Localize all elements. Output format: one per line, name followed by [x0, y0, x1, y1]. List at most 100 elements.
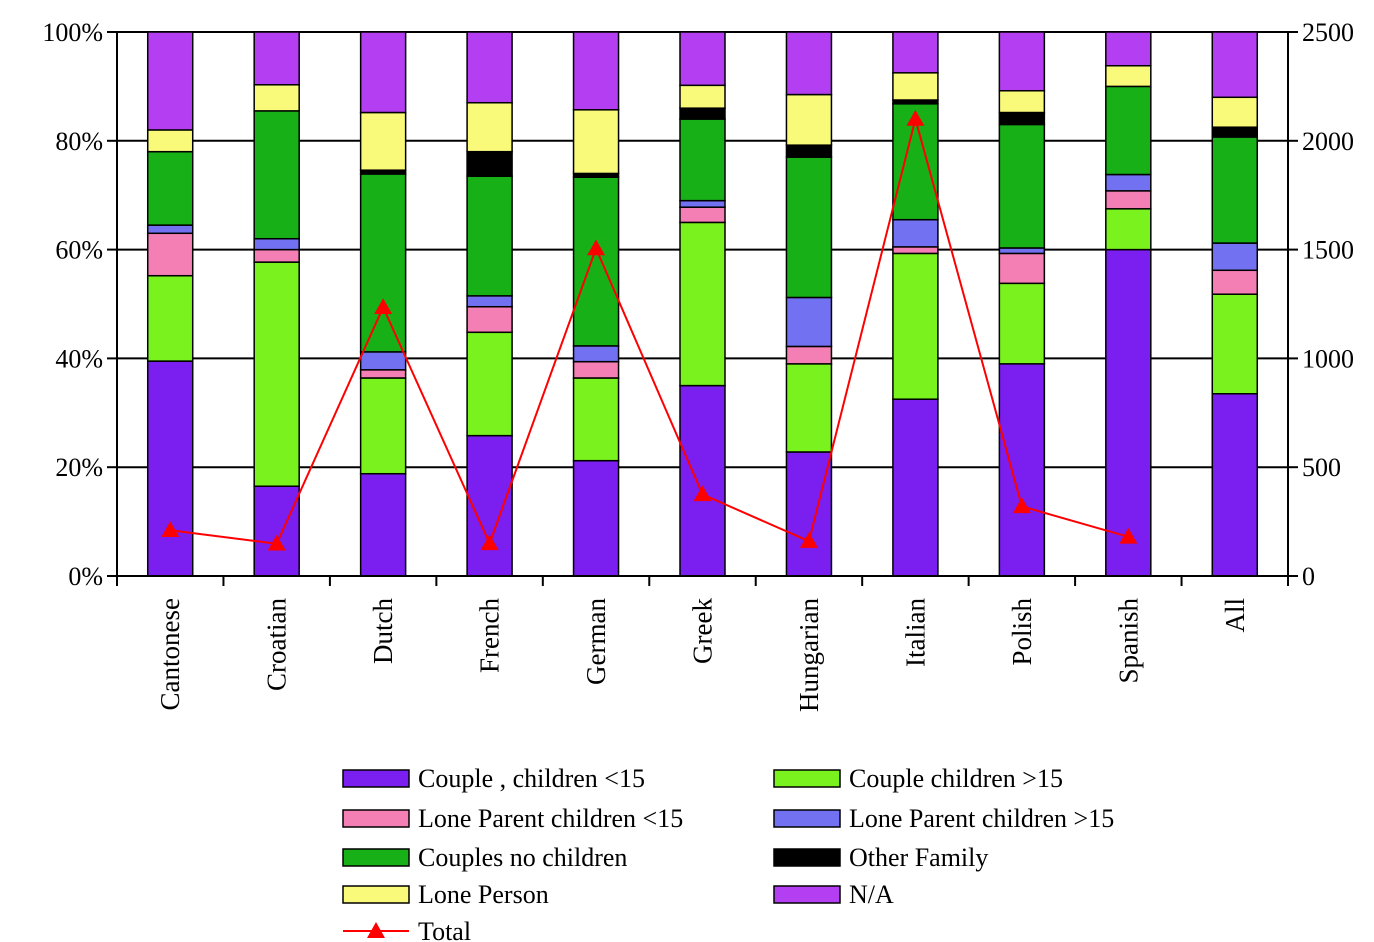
bar-segment-hungarian-n-a: [785, 31, 833, 96]
bar-segment-spanish-lone-parent-children-15: [1105, 173, 1152, 192]
bar-segment-all-lone-parent-children-15: [1211, 269, 1259, 295]
bar-segment-cantonese-lone-person: [146, 129, 194, 153]
bar-segment-all-other-family: [1211, 126, 1259, 138]
bar-segment-german-lone-parent-children-15: [572, 360, 620, 379]
bar-segment-croatian-lone-parent-children-15: [253, 237, 300, 251]
bar-segment-french-lone-parent-children-15: [466, 295, 513, 308]
y-tick-label-right: 500: [1302, 453, 1341, 482]
bar-segment-greek-n-a: [679, 31, 726, 87]
x-tick-label-hungarian: Hungarian: [794, 598, 824, 712]
y-tick-label-left: 100%: [42, 18, 103, 47]
total-line-path: [170, 115, 1129, 547]
total-marker-german: [587, 239, 606, 256]
bar-segment-polish-n-a: [998, 31, 1046, 92]
bar-segment-all-lone-parent-children-15: [1211, 242, 1259, 272]
bar-segment-greek-couple-children-15: [679, 221, 726, 387]
y-tick-label-right: 1500: [1302, 236, 1354, 265]
x-tick-label-croatian: Croatian: [262, 598, 292, 691]
bar-segment-german-n-a: [572, 31, 620, 111]
total-marker-cantonese: [161, 521, 180, 538]
bar-segment-croatian-n-a: [253, 31, 300, 86]
legend-label-couple-children-15: Couple children >15: [849, 764, 1063, 793]
legend-label-lone-person: Lone Person: [418, 880, 549, 909]
axes: 0% 20% 40% 60% 80% 100% 0 500 1000 1500 2000 2500 Ca…: [42, 18, 1354, 712]
y-tick-label-left: 60%: [55, 236, 103, 265]
y-tick-label-left: 20%: [55, 453, 103, 482]
legend-label-total: Total: [418, 917, 471, 942]
bar-segment-german-couples-no-children: [572, 176, 620, 347]
y-tick-label-right: 1000: [1302, 344, 1354, 373]
bar-segment-polish-lone-parent-children-15: [998, 252, 1046, 285]
total-line: [161, 110, 1138, 551]
x-tick-label-italian: Italian: [900, 598, 930, 667]
x-tick-label-greek: Greek: [688, 598, 718, 664]
bar-segment-french-couple-children-15: [466, 434, 513, 577]
bar-segment-dutch-lone-parent-children-15: [359, 369, 407, 379]
legend-label-lone-parent-children-15: Lone Parent children >15: [849, 804, 1114, 833]
legend: Couple , children <15 Couple children >15…: [342, 764, 1114, 942]
bar-segment-greek-couple-children-15: [679, 384, 726, 577]
legend-label-lone-parent-children-15: Lone Parent children <15: [418, 804, 683, 833]
x-tick-label-polish: Polish: [1007, 598, 1037, 666]
legend-label-other-family: Other Family: [849, 843, 988, 872]
bar-segment-polish-couple-children-15: [998, 282, 1046, 365]
legend-swatch-couple-children-15: [773, 769, 841, 788]
bar-segment-dutch-lone-person: [359, 111, 407, 171]
bar-segment-hungarian-other-family: [785, 144, 833, 158]
x-tick-label-french: French: [475, 598, 505, 673]
bar-segment-french-n-a: [466, 31, 513, 104]
bar-segment-croatian-couple-children-15: [253, 261, 300, 487]
legend-swatch-other-family: [773, 848, 841, 867]
y-tick-label-right: 0: [1302, 562, 1315, 591]
bar-segment-croatian-couples-no-children: [253, 110, 300, 240]
bar-segment-spanish-lone-parent-children-15: [1105, 190, 1152, 210]
bar-segment-hungarian-lone-parent-children-15: [785, 345, 833, 365]
bar-segment-hungarian-lone-parent-children-15: [785, 296, 833, 348]
bar-segment-polish-couple-children-15: [998, 363, 1046, 577]
bar-segment-german-lone-parent-children-15: [572, 345, 620, 363]
bar-segment-spanish-couples-no-children: [1105, 85, 1152, 176]
bar-segment-all-couple-children-15: [1211, 393, 1259, 577]
x-tick-label-all: All: [1220, 598, 1250, 633]
bar-segment-french-lone-parent-children-15: [466, 305, 513, 334]
bar-segment-cantonese-n-a: [146, 31, 194, 131]
y-tick-label-left: 80%: [55, 127, 103, 156]
total-marker-french: [480, 534, 499, 551]
legend-label-n-a: N/A: [849, 880, 894, 909]
bar-segment-hungarian-lone-person: [785, 93, 833, 146]
bar-segment-german-couple-children-15: [572, 459, 620, 577]
total-marker-italian: [906, 110, 925, 126]
bar-segment-french-couple-children-15: [466, 331, 513, 437]
bar-segment-greek-lone-parent-children-15: [679, 206, 726, 224]
bar-segment-spanish-couple-children-15: [1105, 208, 1152, 251]
bar-segment-all-couple-children-15: [1211, 293, 1259, 395]
bar-segment-all-couples-no-children: [1211, 136, 1259, 244]
bar-segment-dutch-couples-no-children: [359, 173, 407, 353]
bar-segment-dutch-couple-children-15: [359, 472, 407, 577]
y-tick-label-left: 0%: [68, 562, 103, 591]
bar-segment-all-n-a: [1211, 31, 1259, 99]
bar-segment-german-lone-person: [572, 109, 620, 175]
bar-segment-polish-lone-person: [998, 90, 1046, 114]
bar-segment-spanish-couple-children-15: [1105, 248, 1152, 577]
bar-segment-french-couples-no-children: [466, 175, 513, 297]
bar-segment-dutch-lone-parent-children-15: [359, 351, 407, 371]
bar-segment-greek-lone-person: [679, 84, 726, 109]
bar-segment-polish-couples-no-children: [998, 123, 1046, 249]
legend-swatch-total-marker: [367, 922, 385, 938]
bar-segment-cantonese-lone-parent-children-15: [146, 224, 194, 235]
bar-segment-hungarian-couple-children-15: [785, 363, 833, 453]
legend-swatch-lone-parent-children-15: [342, 809, 410, 828]
bar-segment-italian-couple-children-15: [892, 398, 939, 577]
bar-segment-cantonese-lone-parent-children-15: [146, 232, 194, 277]
bar-segment-hungarian-couples-no-children: [785, 156, 833, 299]
bar-segment-greek-other-family: [679, 107, 726, 120]
total-marker-hungarian: [799, 532, 818, 548]
total-marker-greek: [693, 485, 712, 502]
bar-segment-polish-other-family: [998, 111, 1046, 126]
legend-swatch-lone-person: [342, 885, 410, 904]
bar-segment-cantonese-couple-children-15: [146, 360, 194, 577]
bar-segment-croatian-lone-person: [253, 84, 300, 112]
bar-segment-french-other-family: [466, 150, 513, 177]
bar-segment-all-lone-person: [1211, 96, 1259, 128]
